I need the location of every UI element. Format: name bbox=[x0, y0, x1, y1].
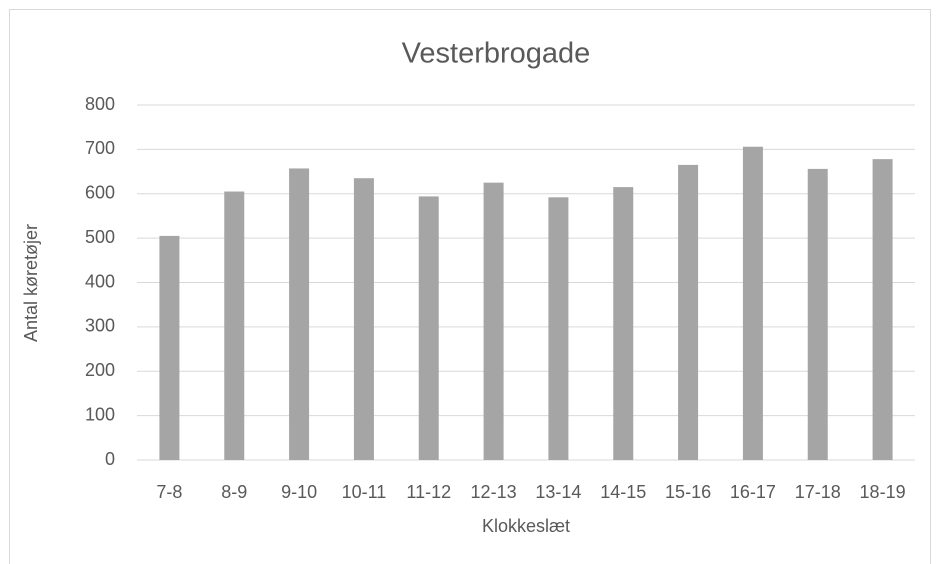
y-tick-label: 200 bbox=[85, 360, 115, 380]
x-axis-label: Klokkeslæt bbox=[482, 516, 570, 536]
y-axis-label: Antal køretøjer bbox=[21, 224, 41, 342]
x-tick-label: 14-15 bbox=[600, 482, 646, 502]
y-tick-label: 400 bbox=[85, 271, 115, 291]
bar bbox=[807, 168, 828, 460]
x-tick-label: 18-19 bbox=[860, 482, 906, 502]
x-tick-label: 13-14 bbox=[535, 482, 581, 502]
y-tick-label: 600 bbox=[85, 183, 115, 203]
x-tick-label: 15-16 bbox=[665, 482, 711, 502]
x-tick-label: 12-13 bbox=[471, 482, 517, 502]
bar bbox=[548, 197, 569, 461]
y-tick-label: 0 bbox=[105, 449, 115, 469]
bar bbox=[224, 191, 245, 460]
y-tick-label: 500 bbox=[85, 227, 115, 247]
bar bbox=[872, 159, 893, 460]
bar bbox=[159, 235, 180, 460]
y-tick-label: 300 bbox=[85, 316, 115, 336]
x-tick-label: 8-9 bbox=[221, 482, 247, 502]
bar bbox=[353, 178, 374, 460]
x-tick-label: 17-18 bbox=[795, 482, 841, 502]
bar bbox=[483, 182, 504, 460]
chart-title: Vesterbrogade bbox=[402, 38, 591, 70]
bar bbox=[418, 196, 439, 460]
x-tick-label: 11-12 bbox=[406, 482, 451, 502]
y-tick-label: 100 bbox=[85, 404, 115, 424]
bar bbox=[613, 187, 634, 460]
x-tick-label: 10-11 bbox=[342, 482, 387, 502]
x-tick-label: 7-8 bbox=[156, 482, 182, 502]
y-tick-label: 700 bbox=[85, 138, 115, 158]
x-tick-label: 9-10 bbox=[281, 482, 317, 502]
bar bbox=[742, 146, 763, 460]
bar bbox=[289, 168, 310, 461]
x-tick-label: 16-17 bbox=[730, 482, 776, 502]
y-tick-label: 800 bbox=[85, 94, 115, 114]
bar bbox=[678, 164, 699, 460]
